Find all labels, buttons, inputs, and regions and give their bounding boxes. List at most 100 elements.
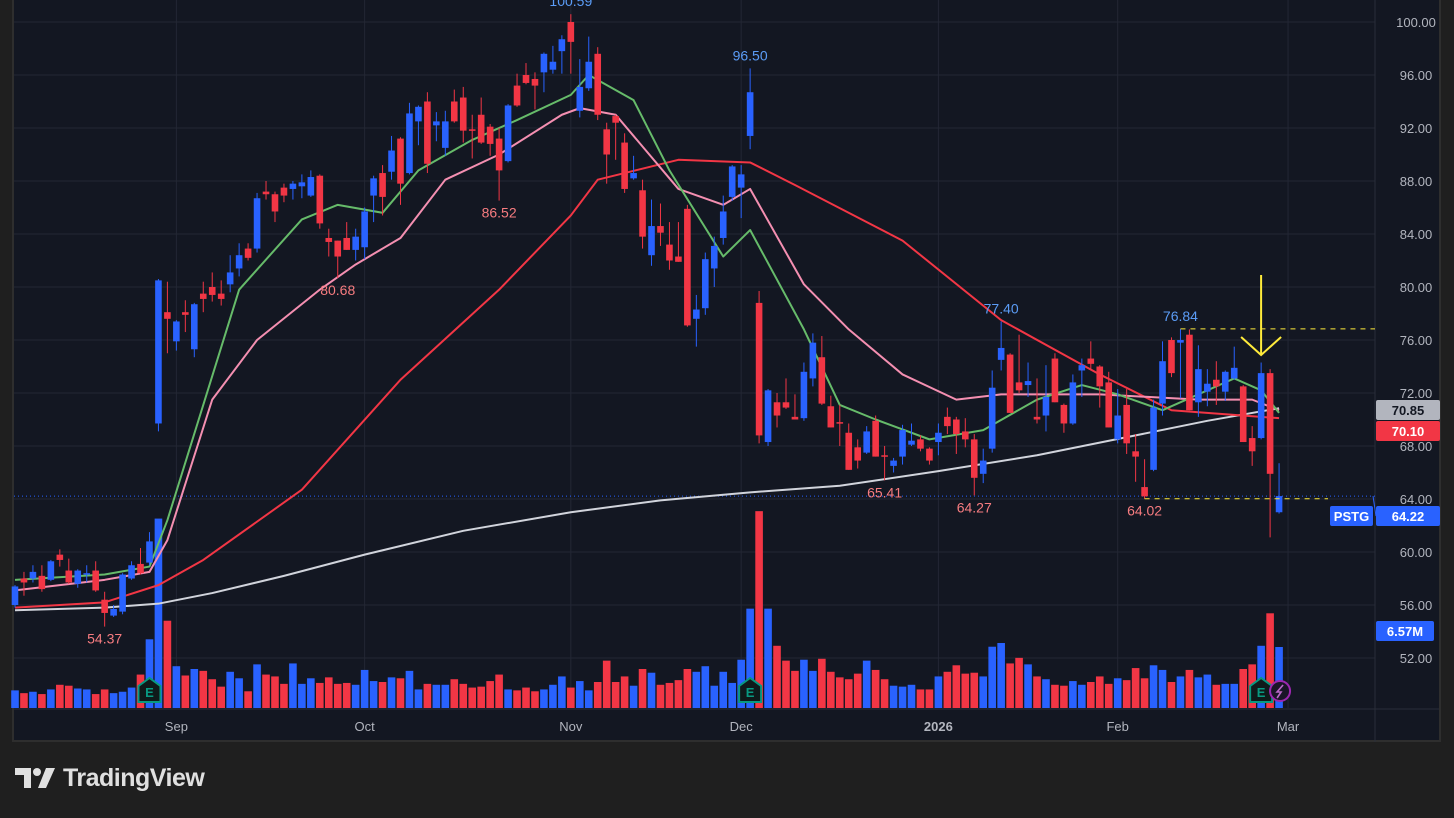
candle-body[interactable] [119,574,126,612]
candle-body[interactable] [890,460,897,466]
earnings-icon[interactable] [137,676,162,703]
candle-body[interactable] [782,402,790,408]
candle-body[interactable] [917,439,924,449]
candle-body[interactable] [1213,379,1220,387]
candle-body[interactable] [226,272,234,285]
candle-body[interactable] [370,178,377,196]
lightning-icon[interactable] [1269,680,1292,702]
candle-body[interactable] [1006,354,1014,413]
candle-body[interactable] [773,402,781,416]
candle-body[interactable] [612,116,619,123]
candle-body[interactable] [415,106,422,122]
candle-body[interactable] [1060,404,1068,424]
candle-body[interactable] [199,293,207,299]
candle-body[interactable] [970,439,978,478]
candle-body[interactable] [244,248,252,258]
candle-body[interactable] [702,259,709,309]
candle-body[interactable] [191,304,198,350]
candle-body[interactable] [728,166,736,197]
candle-body[interactable] [1069,382,1077,424]
candle-body[interactable] [737,174,745,188]
candle-body[interactable] [953,419,960,435]
candle-body[interactable] [899,430,906,457]
candle-body[interactable] [531,78,539,86]
candle-body[interactable] [764,390,772,443]
candle-body[interactable] [1141,487,1148,497]
candle-body[interactable] [379,173,386,197]
candle-body[interactable] [388,150,395,172]
candle-body[interactable] [648,226,655,256]
candle-body[interactable] [1096,366,1104,387]
candle-body[interactable] [1105,382,1113,428]
candle-body[interactable] [146,541,153,563]
candle-body[interactable] [800,371,808,419]
candle-body[interactable] [988,387,996,449]
candle-body[interactable] [1024,381,1032,386]
candle-body[interactable] [845,432,853,470]
candle-body[interactable] [549,61,557,70]
candle-body[interactable] [316,175,324,224]
candle-body[interactable] [155,280,162,424]
candle-body[interactable] [675,256,682,262]
candle-body[interactable] [38,575,46,590]
candle-body[interactable] [1248,438,1256,452]
candle-body[interactable] [65,570,73,583]
candle-body[interactable] [872,420,879,457]
candle-body[interactable] [926,448,933,461]
candle-body[interactable] [1186,334,1193,411]
candle-body[interactable] [262,191,270,195]
candle-body[interactable] [1051,358,1059,403]
candle-body[interactable] [334,240,342,257]
earnings-icon[interactable] [738,676,763,703]
candle-body[interactable] [29,571,37,579]
candle-body[interactable] [809,342,817,379]
candle-body[interactable] [298,182,306,187]
candle-body[interactable] [961,431,969,440]
candle-body[interactable] [684,208,691,326]
candle-body[interactable] [1015,382,1023,391]
candle-body[interactable] [1150,407,1157,470]
candle-body[interactable] [280,187,288,196]
candle-body[interactable] [791,416,799,420]
candle-body[interactable] [307,177,315,196]
candle-body[interactable] [854,447,862,461]
candle-body[interactable] [1204,383,1211,392]
candle-body[interactable] [1114,415,1121,440]
candle-body[interactable] [1257,373,1265,439]
candle-body[interactable] [20,578,28,583]
candle-body[interactable] [406,113,413,174]
candle-body[interactable] [746,92,754,136]
candle-body[interactable] [1266,373,1274,474]
candle-body[interactable] [217,293,225,299]
candle-body[interactable] [1239,386,1247,443]
candle-body[interactable] [621,142,628,189]
candle-body[interactable] [710,245,718,269]
candle-body[interactable] [352,236,359,250]
candle-body[interactable] [585,61,593,89]
candle-body[interactable] [208,287,216,295]
candle-body[interactable] [1195,369,1202,403]
candle-body[interactable] [477,114,485,143]
candle-body[interactable] [755,302,763,436]
candle-body[interactable] [253,198,261,249]
candle-body[interactable] [47,561,55,580]
candle-body[interactable] [433,121,440,126]
candle-body[interactable] [495,138,503,171]
candle-body[interactable] [11,586,19,605]
candle-body[interactable] [1177,340,1184,343]
candle-body[interactable] [935,432,942,443]
candle-body[interactable] [666,244,673,261]
candle-body[interactable] [442,121,449,148]
candle-body[interactable] [83,573,91,575]
candle-body[interactable] [693,309,700,319]
chart-panel[interactable] [12,0,1441,742]
candle-body[interactable] [513,85,521,106]
candle-body[interactable] [101,599,108,613]
candle-body[interactable] [827,406,835,428]
candle-body[interactable] [289,183,297,189]
candle-body[interactable] [1132,451,1139,457]
candle-body[interactable] [486,126,494,144]
candle-body[interactable] [325,237,333,242]
candle-body[interactable] [56,554,64,560]
candle-body[interactable] [719,211,727,238]
